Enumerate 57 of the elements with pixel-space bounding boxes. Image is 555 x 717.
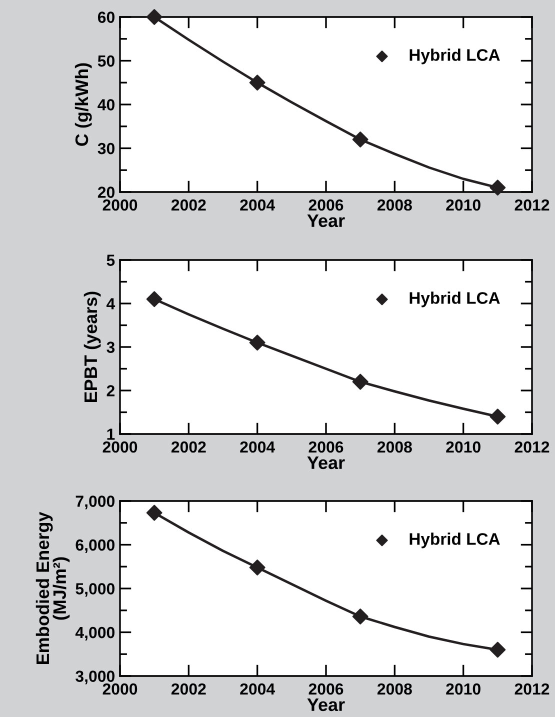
x-tick-label: 2010 [446,683,480,695]
x-tick-label: 2004 [240,683,276,695]
y-axis-title: EPBT (years) [84,292,101,402]
x-tick-label: 2000 [102,441,138,453]
y-axis-title: Embodied Energy (MJ/m²) [36,512,70,664]
x-tick-label: 2006 [308,441,344,453]
x-tick-label: 2008 [377,441,412,453]
y-tick-label: 7,000 [76,496,114,510]
x-tick-label: 2000 [102,199,138,211]
point [352,608,368,624]
y-tick-label: 40 [98,99,114,110]
y-tick-label: 3 [106,342,115,353]
y-tick-label: 30 [98,142,114,154]
y-tick-label: 60 [98,12,114,23]
point [352,132,368,148]
y-tick-label: 4,000 [75,626,114,641]
x-tick-label: 2002 [171,441,206,453]
x-tick-label: 2006 [308,199,344,211]
y-tick-label: 5 [106,254,115,266]
x-tick-label: 2012 [514,683,550,695]
point [352,374,368,390]
x-tick-label: 2012 [514,199,550,211]
x-axis-title: Year [307,698,345,712]
point [249,560,266,576]
point [146,291,162,308]
point [490,180,506,196]
legend-label: Hybrid LCA [410,292,500,308]
x-tick-label: 2002 [171,199,206,211]
x-axis-title: Year [307,456,345,470]
point [249,334,266,351]
x-tick-label: 2000 [102,683,138,695]
x-tick-label: 2002 [171,683,206,695]
x-tick-label: 2008 [377,199,412,211]
x-tick-label: 2010 [446,441,480,453]
y-tick-label: 2 [106,385,114,396]
point [249,74,266,91]
y-axis-title: C (g/kWh) [74,63,92,146]
point [490,642,506,658]
point [146,504,162,521]
x-tick-label: 2012 [514,441,550,453]
y-tick-label: 3,000 [76,670,114,684]
x-tick-label: 2004 [240,199,276,211]
y-tick-label: 6,000 [76,539,114,554]
legend-label: Hybrid LCA [410,532,500,548]
y-tick-label: 1 [107,428,115,440]
x-axis-title: Year [307,214,345,228]
point [490,408,506,425]
legend-label: Hybrid LCA [410,48,500,64]
x-tick-label: 2008 [377,683,412,695]
x-tick-label: 2006 [308,683,344,695]
x-tick-label: 2010 [446,199,480,211]
x-tick-label: 2004 [240,441,276,453]
point [146,9,162,25]
y-tick-label: 50 [98,55,114,67]
y-tick-label: 4 [106,298,116,310]
y-tick-label: 20 [98,186,114,198]
y-tick-label: 5,000 [76,583,114,597]
